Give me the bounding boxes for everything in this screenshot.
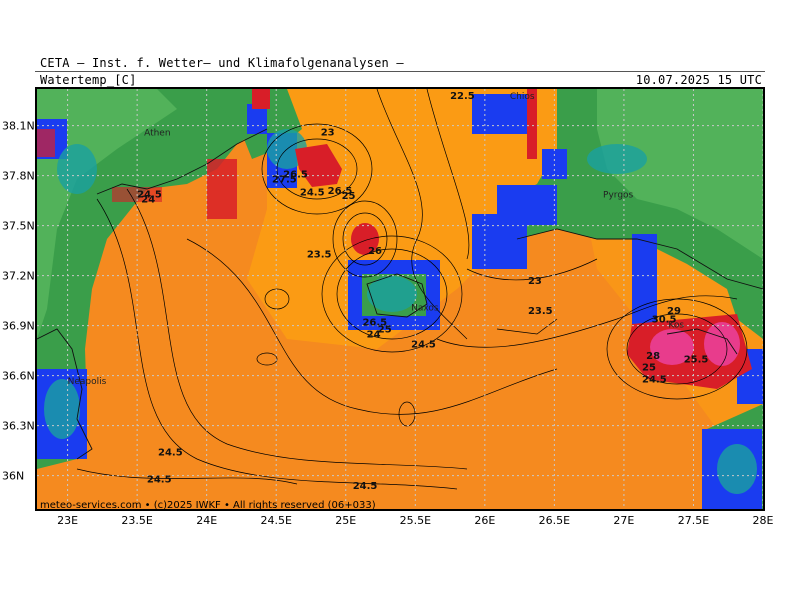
contour-label: 26 bbox=[368, 246, 382, 257]
contour-label: 23.5 bbox=[528, 306, 553, 317]
contour-label: 26.5 bbox=[328, 186, 353, 197]
lat-lon-grid bbox=[37, 89, 763, 509]
contour-label: 24 bbox=[141, 194, 155, 205]
teal-cells bbox=[44, 129, 757, 494]
copyright-footer: meteo-services.com • (c)2025 IWKF • All … bbox=[40, 500, 376, 511]
x-tick-label: 28E bbox=[752, 514, 774, 527]
temperature-map: Athen Chios Pyrgos Naxos Kos Neapolis 22.5 23 2… bbox=[37, 89, 763, 509]
place-label: Athen bbox=[144, 129, 170, 139]
coastlines bbox=[37, 128, 763, 460]
map-panel[interactable]: Athen Chios Pyrgos Naxos Kos Neapolis 22.5 23 2… bbox=[35, 87, 765, 511]
x-tick-label: 25E bbox=[335, 514, 357, 527]
header-title: CETA — Inst. f. Wetter— und Klimafolgena… bbox=[40, 56, 404, 70]
y-tick-label: 36N bbox=[2, 469, 25, 483]
contour-label: 24.5 bbox=[642, 374, 667, 385]
contour-label: 24.5 bbox=[147, 474, 172, 485]
contour-label: 25 bbox=[342, 191, 356, 202]
y-tick-label: 37.2N bbox=[2, 269, 35, 283]
place-labels: Athen Chios Pyrgos Naxos Kos Neapolis bbox=[68, 92, 685, 387]
header-divider bbox=[35, 71, 765, 88]
contour-label: 29 bbox=[667, 306, 681, 317]
valid-time: 10.07.2025 15 UTC bbox=[635, 73, 762, 87]
x-tick-label: 23E bbox=[57, 514, 79, 527]
x-tick-label: 24.5E bbox=[260, 514, 292, 527]
y-tick-label: 37.5N bbox=[2, 219, 35, 233]
coastal-cells bbox=[37, 94, 763, 509]
contour-label: 27.5 bbox=[272, 174, 297, 185]
contour-label: 24.5 bbox=[158, 448, 183, 459]
x-tick-label: 26E bbox=[474, 514, 496, 527]
contour-label: 28 bbox=[646, 351, 660, 362]
y-tick-label: 36.9N bbox=[2, 319, 35, 333]
variable-label: Watertemp_[C] bbox=[40, 73, 137, 87]
contour-label: 26.5 bbox=[362, 318, 387, 329]
contour-label: 23 bbox=[321, 128, 335, 139]
contour-label: 23 bbox=[528, 276, 542, 287]
place-label: Chios bbox=[510, 92, 535, 102]
x-tick-label: 26.5E bbox=[538, 514, 571, 527]
contour-label: 24.5 bbox=[353, 481, 378, 492]
y-tick-label: 38.1N bbox=[2, 119, 35, 133]
place-label: Kos bbox=[668, 320, 684, 330]
y-tick-label: 36.3N bbox=[2, 419, 35, 433]
x-tick-label: 27.5E bbox=[677, 514, 710, 527]
place-label: Neapolis bbox=[68, 377, 107, 387]
land-turkey-inner bbox=[597, 89, 763, 259]
contour-label: 25 bbox=[378, 324, 392, 335]
x-tick-label: 24E bbox=[196, 514, 218, 527]
contour-lines bbox=[76, 89, 748, 490]
contour-label: 23.5 bbox=[307, 249, 332, 260]
contour-label: 25 bbox=[642, 363, 656, 374]
contour-label: 30.5 bbox=[652, 314, 677, 325]
contour-label: 25.5 bbox=[684, 354, 709, 365]
x-tick-label: 23.5E bbox=[121, 514, 153, 527]
place-label: Naxos bbox=[411, 304, 439, 314]
contour-label: 22.5 bbox=[450, 91, 475, 102]
land-west bbox=[37, 89, 277, 469]
contour-label: 24.5 bbox=[300, 188, 325, 199]
contour-label: 24.5 bbox=[137, 189, 162, 200]
x-tick-label: 27E bbox=[613, 514, 635, 527]
contour-label: 24 bbox=[367, 329, 381, 340]
place-label: Pyrgos bbox=[603, 190, 634, 200]
contour-label: 24.5 bbox=[411, 339, 436, 350]
y-tick-label: 36.6N bbox=[2, 369, 35, 383]
hot-zones bbox=[37, 89, 752, 389]
contour-label: 26.5 bbox=[283, 169, 308, 180]
x-tick-label: 25.5E bbox=[399, 514, 432, 527]
y-tick-label: 37.8N bbox=[2, 169, 35, 183]
